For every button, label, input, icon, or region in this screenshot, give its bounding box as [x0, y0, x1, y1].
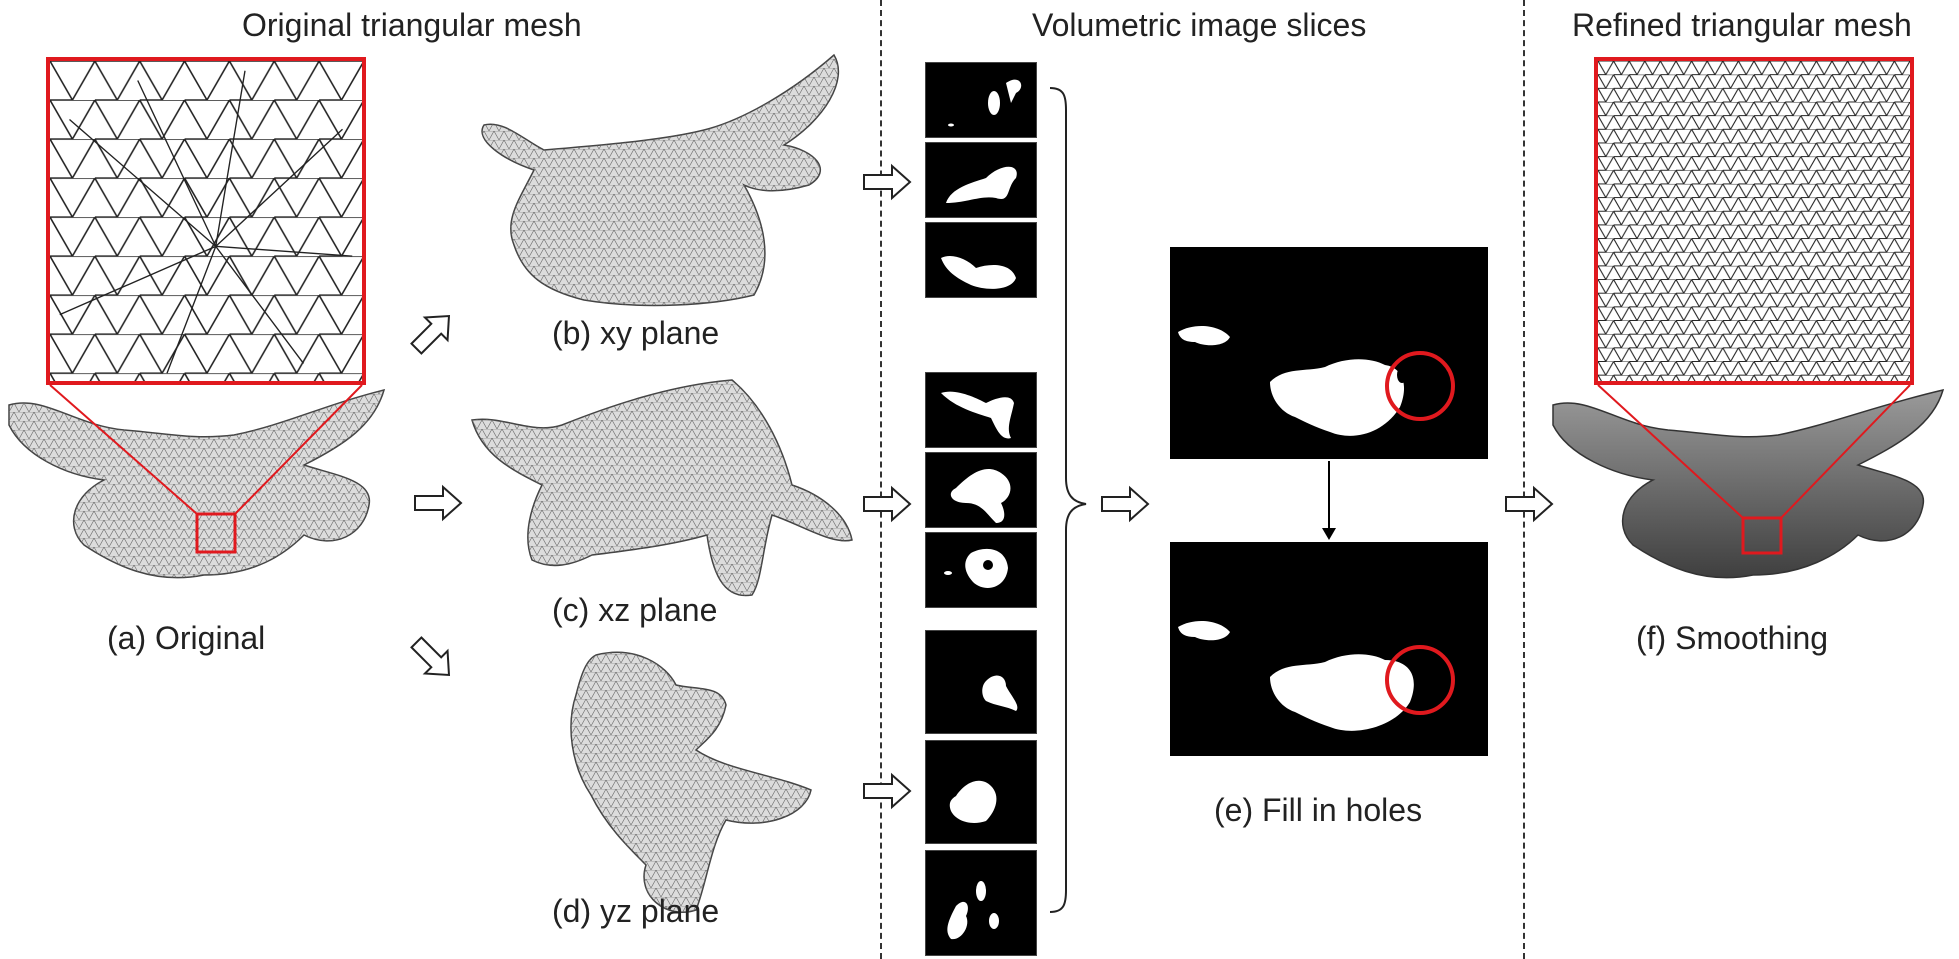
- label-smoothing: (f) Smoothing: [1636, 620, 1829, 656]
- zoom-connector-right-b: [1780, 384, 1911, 519]
- zoom-connector-left-b: [234, 384, 363, 515]
- slice-after-fill: [1170, 542, 1488, 756]
- zoom-connector-left-a: [49, 384, 198, 515]
- slice-yz-1: [925, 630, 1037, 734]
- separator-right: [1523, 0, 1525, 959]
- slice-xz-2: [925, 452, 1037, 528]
- fill-arrow-head: [1322, 528, 1336, 540]
- original-focus-box: [195, 512, 237, 554]
- arrow-to-smoothing: [1505, 485, 1554, 523]
- arrow-to-yz: [410, 636, 451, 677]
- slice-xy-1: [925, 62, 1037, 138]
- slice-xz-1: [925, 372, 1037, 448]
- fine-triangle-pattern: [1598, 61, 1910, 381]
- slice-xy-2: [925, 142, 1037, 218]
- refined-mesh-zoom: [1594, 57, 1914, 385]
- arrow-to-fill: [1101, 485, 1150, 523]
- xz-plane-mesh-model: [462, 375, 854, 605]
- yz-plane-mesh-model: [556, 645, 821, 920]
- header-volumetric-slices: Volumetric image slices: [1032, 7, 1367, 43]
- hole-highlight-after: [1385, 645, 1455, 715]
- label-yz-plane: (d) yz plane: [552, 893, 720, 929]
- original-mesh-zoom: [46, 57, 366, 385]
- zoom-connector-right-a: [1597, 384, 1744, 519]
- label-xy-plane: (b) xy plane: [552, 315, 720, 351]
- header-refined-mesh: Refined triangular mesh: [1572, 7, 1912, 43]
- arrow-to-xz: [414, 484, 463, 522]
- slice-yz-3: [925, 850, 1037, 956]
- refined-focus-box: [1741, 516, 1783, 555]
- arrow-to-xy: [410, 314, 451, 355]
- header-original-mesh: Original triangular mesh: [242, 7, 582, 43]
- smoothed-mesh-model: [1548, 385, 1948, 595]
- label-original: (a) Original: [107, 620, 266, 656]
- slice-xz-3: [925, 532, 1037, 608]
- slices-brace: [1049, 87, 1087, 913]
- arrow-xy-to-slices: [863, 163, 912, 201]
- hole-highlight-before: [1385, 351, 1455, 421]
- separator-left: [880, 0, 882, 959]
- coarse-triangle-pattern: [50, 61, 362, 381]
- label-xz-plane: (c) xz plane: [552, 592, 718, 628]
- slice-yz-2: [925, 740, 1037, 844]
- arrow-yz-to-slices: [863, 772, 912, 810]
- xy-plane-mesh-model: [464, 50, 854, 310]
- label-fill-holes: (e) Fill in holes: [1214, 792, 1423, 828]
- slice-before-fill: [1170, 247, 1488, 459]
- slice-xy-3: [925, 222, 1037, 298]
- original-mesh-model: [4, 385, 394, 595]
- arrow-xz-to-slices: [863, 485, 912, 523]
